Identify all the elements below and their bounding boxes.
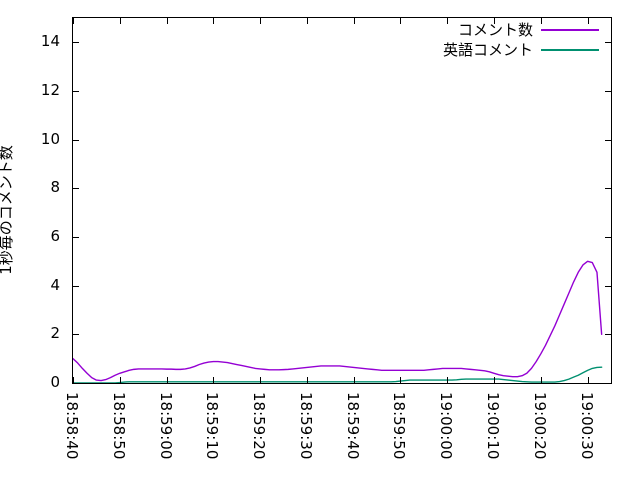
y-axis-tick-mark (73, 237, 79, 238)
y-axis-tick-mark-right (605, 139, 611, 141)
x-axis-tick-mark-top (494, 18, 496, 24)
series-line-1 (73, 260, 603, 382)
y-axis-tick-mark (73, 91, 79, 92)
y-axis-tick-label: 8 (50, 178, 60, 197)
legend-line-sample (541, 29, 599, 31)
y-axis-tick-label: 4 (50, 275, 60, 294)
x-axis-tick-label: 18:58:50 (109, 392, 128, 460)
x-axis-tick-label: 18:59:50 (390, 392, 409, 460)
legend-label: 英語コメント (442, 40, 533, 59)
x-axis-tick-mark (213, 377, 215, 383)
x-axis-tick-mark (447, 377, 449, 383)
y-axis-tick-label: 2 (50, 324, 60, 343)
x-axis-tick-mark-top (587, 18, 589, 24)
x-axis-tick-mark (353, 377, 355, 383)
x-axis-tick-mark (400, 377, 402, 383)
x-axis-tick-label: 19:00:30 (577, 392, 596, 460)
x-axis-tick-mark (73, 377, 74, 383)
x-axis-tick-mark (494, 377, 496, 383)
x-axis-tick-label: 18:59:30 (296, 392, 315, 460)
y-axis-tick-mark-right (605, 383, 611, 384)
x-axis-tick-label: 19:00:00 (437, 392, 456, 460)
x-axis-tick-mark (540, 377, 542, 383)
y-axis-tick-mark (73, 188, 79, 190)
legend-item-2: 英語コメント (443, 41, 599, 59)
x-axis-tick-label: 18:59:10 (203, 392, 222, 460)
y-axis-tick-mark-right (605, 188, 611, 190)
x-axis-tick-mark (119, 377, 121, 383)
y-axis-tick-mark (73, 383, 79, 384)
y-axis-tick-label: 14 (40, 32, 60, 51)
x-axis-tick-label: 19:00:10 (484, 392, 503, 460)
y-axis-tick-label: 6 (50, 227, 60, 245)
x-axis-tick-mark-top (447, 18, 449, 24)
x-axis-tick-label: 18:58:40 (63, 392, 81, 460)
x-axis-tick-label: 18:59:20 (250, 392, 269, 460)
legend-item-1: コメント数 (458, 21, 599, 39)
x-axis-tick-mark-top (73, 18, 74, 24)
legend-line-sample (541, 49, 599, 51)
y-axis-tick-mark (73, 334, 79, 336)
x-axis-tick-mark (260, 377, 262, 383)
y-axis-tick-label: 10 (40, 129, 60, 148)
y-axis-tick-mark (73, 42, 79, 44)
chart-legend: コメント数 英語コメント (443, 21, 599, 59)
series-line-2 (73, 366, 603, 383)
x-axis-tick-label: 18:59:00 (156, 392, 175, 460)
x-axis-tick-mark-top (119, 18, 121, 24)
x-axis-tick-mark-top (353, 18, 355, 24)
y-axis-tick-mark-right (605, 42, 611, 44)
y-axis-tick-mark-right (605, 237, 611, 238)
y-axis-tick-label: 12 (40, 81, 60, 99)
y-axis-tick-mark (73, 139, 79, 141)
y-axis-tick-label: 0 (50, 373, 60, 391)
y-axis-tick-mark (73, 285, 79, 287)
x-axis-tick-mark-top (166, 18, 168, 24)
x-axis-tick-mark-top (540, 18, 542, 24)
x-axis-tick-mark (306, 377, 308, 383)
series-lines (73, 260, 603, 383)
x-axis-tick-mark (166, 377, 168, 383)
x-axis-tick-mark-top (306, 18, 308, 24)
y-axis-tick-mark-right (605, 334, 611, 336)
x-axis-tick-mark-top (400, 18, 402, 24)
x-axis-tick-mark (587, 377, 589, 383)
x-axis-tick-label: 18:59:40 (343, 392, 362, 460)
legend-label: コメント数 (457, 20, 533, 39)
x-axis-tick-label: 19:00:20 (530, 392, 549, 460)
plot-area: コメント数 英語コメント (72, 17, 612, 384)
y-axis-tick-mark-right (605, 285, 611, 287)
x-axis-tick-mark-top (213, 18, 215, 24)
x-axis-tick-mark-top (260, 18, 262, 24)
y-axis-tick-mark-right (605, 91, 611, 92)
